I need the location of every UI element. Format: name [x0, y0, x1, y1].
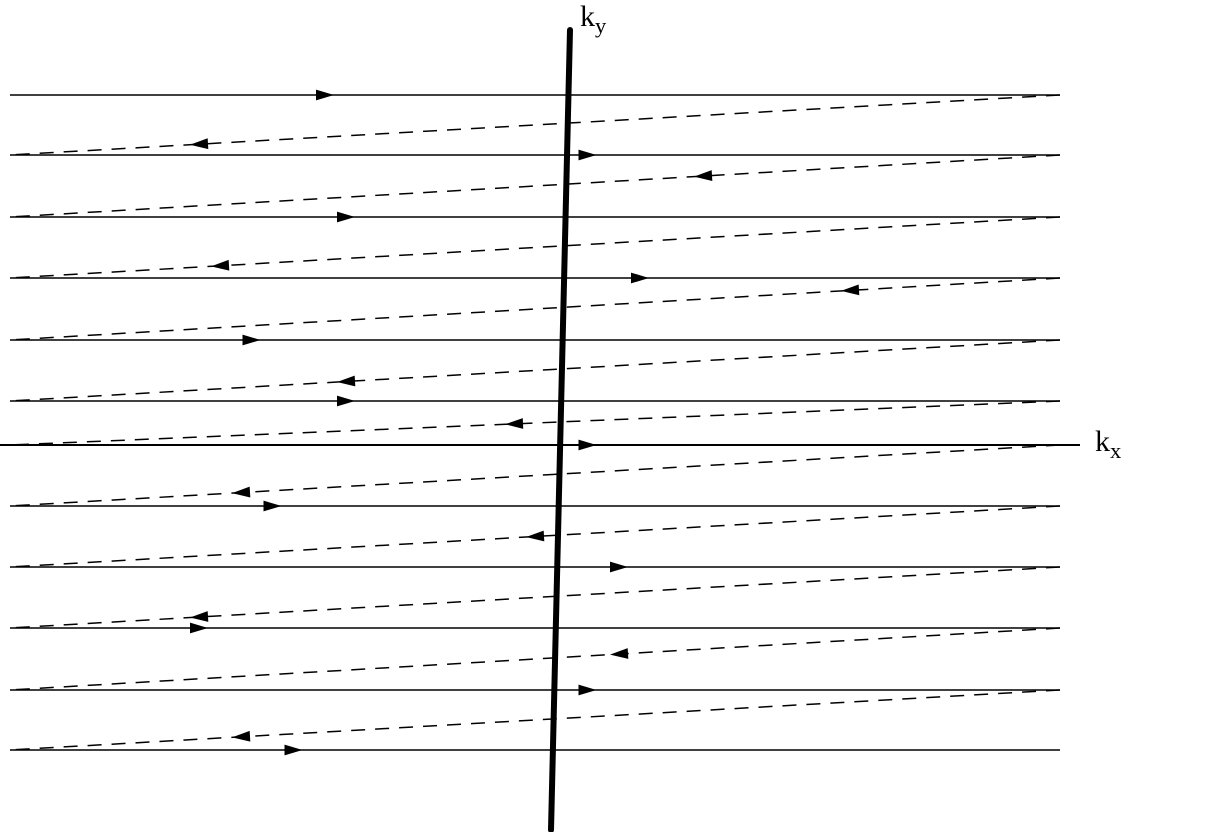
flyback-line — [10, 278, 1060, 340]
direction-arrowhead — [610, 562, 628, 573]
direction-arrowhead — [526, 531, 544, 542]
direction-arrowhead — [841, 284, 859, 295]
ky-label-main: k — [580, 0, 595, 33]
direction-arrowhead — [316, 90, 334, 101]
direction-arrowhead — [211, 260, 229, 271]
direction-arrowhead — [337, 396, 355, 407]
direction-arrowhead — [694, 170, 712, 181]
direction-arrows — [190, 90, 859, 756]
ky-label-sub: y — [595, 13, 606, 38]
kx-label-main: k — [1095, 425, 1110, 458]
direction-arrowhead — [610, 648, 628, 659]
flyback-line — [10, 690, 1060, 750]
direction-arrowhead — [232, 731, 250, 742]
flyback-line — [10, 445, 1060, 506]
trajectory-svg — [0, 0, 1209, 832]
flyback-line — [10, 567, 1060, 628]
k-space-trajectory-diagram: ky kx — [0, 0, 1209, 832]
direction-arrowhead — [190, 138, 208, 149]
flyback-line — [10, 401, 1060, 445]
flyback-line — [10, 628, 1060, 690]
flyback-line — [10, 217, 1060, 278]
dashed-flyback-lines — [10, 95, 1060, 750]
direction-arrowhead — [264, 501, 282, 512]
direction-arrowhead — [337, 212, 355, 223]
ky-axis — [551, 30, 570, 830]
solid-readout-lines — [10, 95, 1060, 750]
flyback-line — [10, 340, 1060, 401]
flyback-line — [10, 95, 1060, 155]
direction-arrowhead — [243, 335, 261, 346]
direction-arrowhead — [579, 685, 597, 696]
flyback-line — [10, 155, 1060, 217]
ky-axis-label: ky — [580, 0, 606, 39]
direction-arrowhead — [631, 273, 649, 284]
direction-arrowhead — [190, 623, 208, 634]
kx-label-sub: x — [1110, 438, 1121, 463]
direction-arrowhead — [579, 150, 597, 161]
direction-arrowhead — [190, 611, 208, 622]
direction-arrowhead — [505, 418, 523, 429]
axes — [0, 30, 1080, 830]
direction-arrowhead — [337, 376, 355, 387]
direction-arrowhead — [232, 487, 250, 498]
direction-arrowhead — [285, 745, 303, 756]
kx-axis-label: kx — [1095, 425, 1121, 464]
